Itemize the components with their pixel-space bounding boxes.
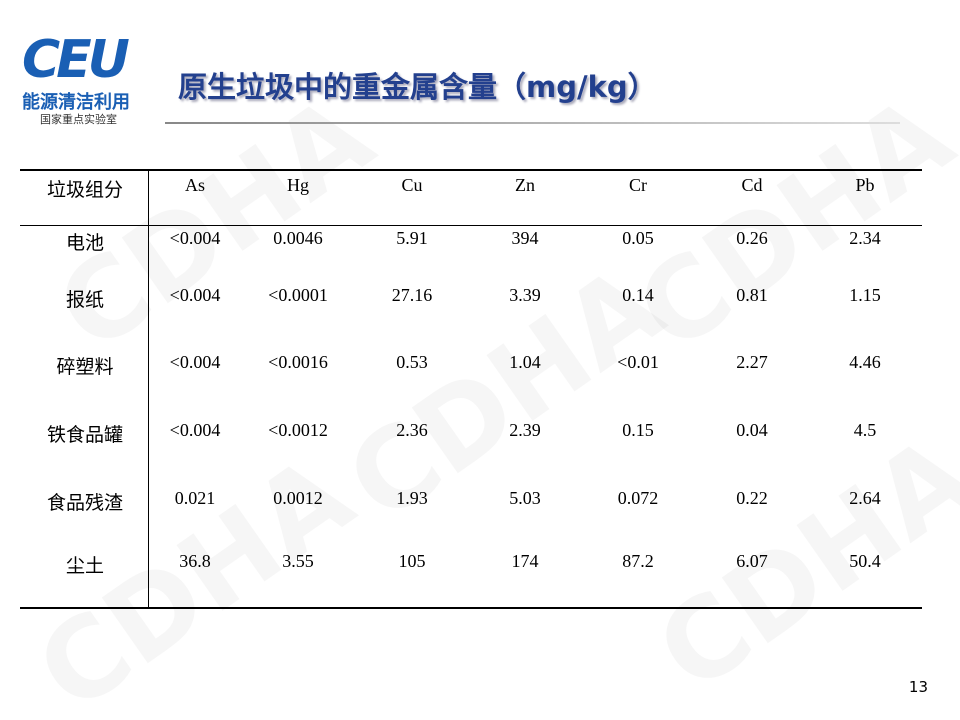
header-cell: As	[184, 175, 206, 195]
table-cell: 0.26	[736, 228, 768, 248]
table-cell: 36.8	[179, 551, 211, 571]
table-cell: 0.14	[622, 285, 654, 305]
table-cell: 174	[511, 551, 539, 571]
table-cell: 394	[511, 228, 539, 248]
table-cell: 0.05	[622, 228, 654, 248]
table-cell: 105	[398, 551, 426, 571]
table-top-rule	[20, 169, 922, 171]
table-cell: 5.91	[396, 228, 428, 248]
title-rule	[165, 122, 900, 124]
header-cell: Hg	[287, 175, 309, 195]
header-cell: Cd	[741, 175, 763, 195]
table-bottom-rule	[20, 607, 922, 609]
table-cell: 27.16	[391, 285, 433, 305]
table-cell: 0.81	[736, 285, 768, 305]
row-label: 铁食品罐	[46, 424, 124, 446]
header-cell: Zn	[515, 175, 535, 195]
row-label: 碎塑料	[56, 356, 114, 378]
table-cell: <0.0016	[268, 352, 328, 372]
logo-mark: CEU	[22, 30, 130, 90]
table-cell: <0.004	[169, 420, 221, 440]
watermark: CDHA	[635, 411, 960, 716]
table-cell: 0.0046	[273, 228, 323, 248]
table-cell: 4.5	[853, 420, 877, 440]
table-cell: 1.04	[509, 352, 541, 372]
watermark: CDHA	[615, 71, 960, 376]
table-cell: 3.55	[282, 551, 314, 571]
table-cell: 4.46	[849, 352, 881, 372]
table-cell: 0.53	[396, 352, 428, 372]
column-rule	[148, 170, 149, 608]
table-cell: 0.021	[174, 488, 216, 508]
table-cell: 6.07	[736, 551, 768, 571]
row-label: 报纸	[65, 289, 105, 311]
slide-title: 原生垃圾中的重金属含量（mg/kg）	[178, 70, 657, 104]
table-cell: 1.93	[396, 488, 428, 508]
table-cell: 87.2	[622, 551, 654, 571]
table-cell: 0.0012	[273, 488, 323, 508]
table-cell: 2.27	[736, 352, 768, 372]
table-cell: 1.15	[849, 285, 881, 305]
logo-name: 能源清洁利用	[22, 92, 130, 113]
table-cell: <0.0012	[268, 420, 328, 440]
table-cell: 0.04	[736, 420, 768, 440]
row-label: 电池	[65, 232, 105, 254]
table-cell: 3.39	[509, 285, 541, 305]
row-label: 尘土	[65, 555, 105, 577]
table-cell: <0.004	[169, 285, 221, 305]
logo-subtitle: 国家重点实验室	[40, 113, 117, 126]
page-number: 13	[908, 678, 928, 696]
header-cell: Pb	[855, 175, 875, 195]
table-cell: 2.36	[396, 420, 428, 440]
table-cell: 2.64	[849, 488, 881, 508]
table-cell: <0.01	[617, 352, 659, 372]
header-cell: Cr	[629, 175, 647, 195]
table-cell: <0.0001	[268, 285, 328, 305]
header-cell: Cu	[401, 175, 423, 195]
table-cell: 0.072	[617, 488, 659, 508]
table-cell: <0.004	[169, 228, 221, 248]
table-cell: 0.15	[622, 420, 654, 440]
table-cell: 2.34	[849, 228, 881, 248]
table-cell: 50.4	[849, 551, 881, 571]
header-cell: 垃圾组分	[46, 179, 124, 201]
table-cell: <0.004	[169, 352, 221, 372]
table-cell: 0.22	[736, 488, 768, 508]
header-rule	[20, 225, 922, 226]
table-cell: 2.39	[509, 420, 541, 440]
table-cell: 5.03	[509, 488, 541, 508]
row-label: 食品残渣	[46, 492, 124, 514]
